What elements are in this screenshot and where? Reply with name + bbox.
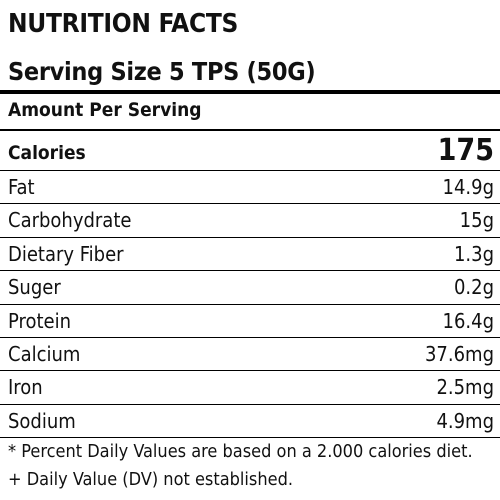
nutrient-row-calcium: Calcium 37.6mg	[0, 336, 500, 370]
thick-divider	[0, 90, 500, 94]
nutrient-amount: 0.2g	[453, 275, 494, 300]
medium-divider	[0, 129, 500, 131]
nutrient-amount: 2.5mg	[436, 375, 494, 400]
calories-label: Calories	[8, 142, 86, 164]
nutrient-row-dietary-fiber: Dietary Fiber 1.3g	[0, 236, 500, 270]
nutrient-name: Sodium	[8, 408, 76, 433]
footnotes: * Percent Daily Values are based on a 2.…	[0, 437, 500, 494]
serving-size: Serving Size 5 TPS (50G)	[8, 57, 316, 86]
nutrient-amount: 4.9mg	[436, 408, 494, 433]
nutrient-row-sodium: Sodium 4.9mg	[0, 403, 500, 437]
nutrient-name: Carbohydrate	[8, 208, 132, 233]
nutrient-amount: 1.3g	[453, 241, 494, 266]
nutrient-amount: 16.4g	[442, 308, 494, 333]
nutrient-row-suger: Suger 0.2g	[0, 270, 500, 303]
nutrient-row-fat: Fat 14.9g	[0, 170, 500, 203]
nutrient-amount: 37.6mg	[424, 341, 494, 366]
amount-per-serving: Amount Per Serving	[8, 99, 202, 121]
nutrient-name: Iron	[8, 375, 43, 400]
nutrient-list: Fat 14.9g Carbohydrate 15g Dietary Fiber…	[0, 170, 500, 437]
nutrient-name: Suger	[8, 275, 61, 300]
label-title: NUTRITION FACTS	[8, 9, 239, 39]
nutrient-name: Fat	[8, 175, 35, 199]
footnote-daily-values: * Percent Daily Values are based on a 2.…	[8, 441, 473, 462]
nutrient-amount: 15g	[459, 208, 494, 233]
nutrient-name: Dietary Fiber	[8, 241, 124, 266]
nutrient-name: Calcium	[8, 341, 81, 366]
nutrient-name: Protein	[8, 308, 71, 333]
nutrient-amount: 14.9g	[442, 175, 494, 199]
footnote-dv-not-established: + Daily Value (DV) not established.	[8, 469, 294, 490]
calories-value: 175	[437, 133, 494, 168]
nutrient-row-iron: Iron 2.5mg	[0, 370, 500, 403]
nutrient-row-carbohydrate: Carbohydrate 15g	[0, 203, 500, 236]
nutrient-row-protein: Protein 16.4g	[0, 303, 500, 337]
